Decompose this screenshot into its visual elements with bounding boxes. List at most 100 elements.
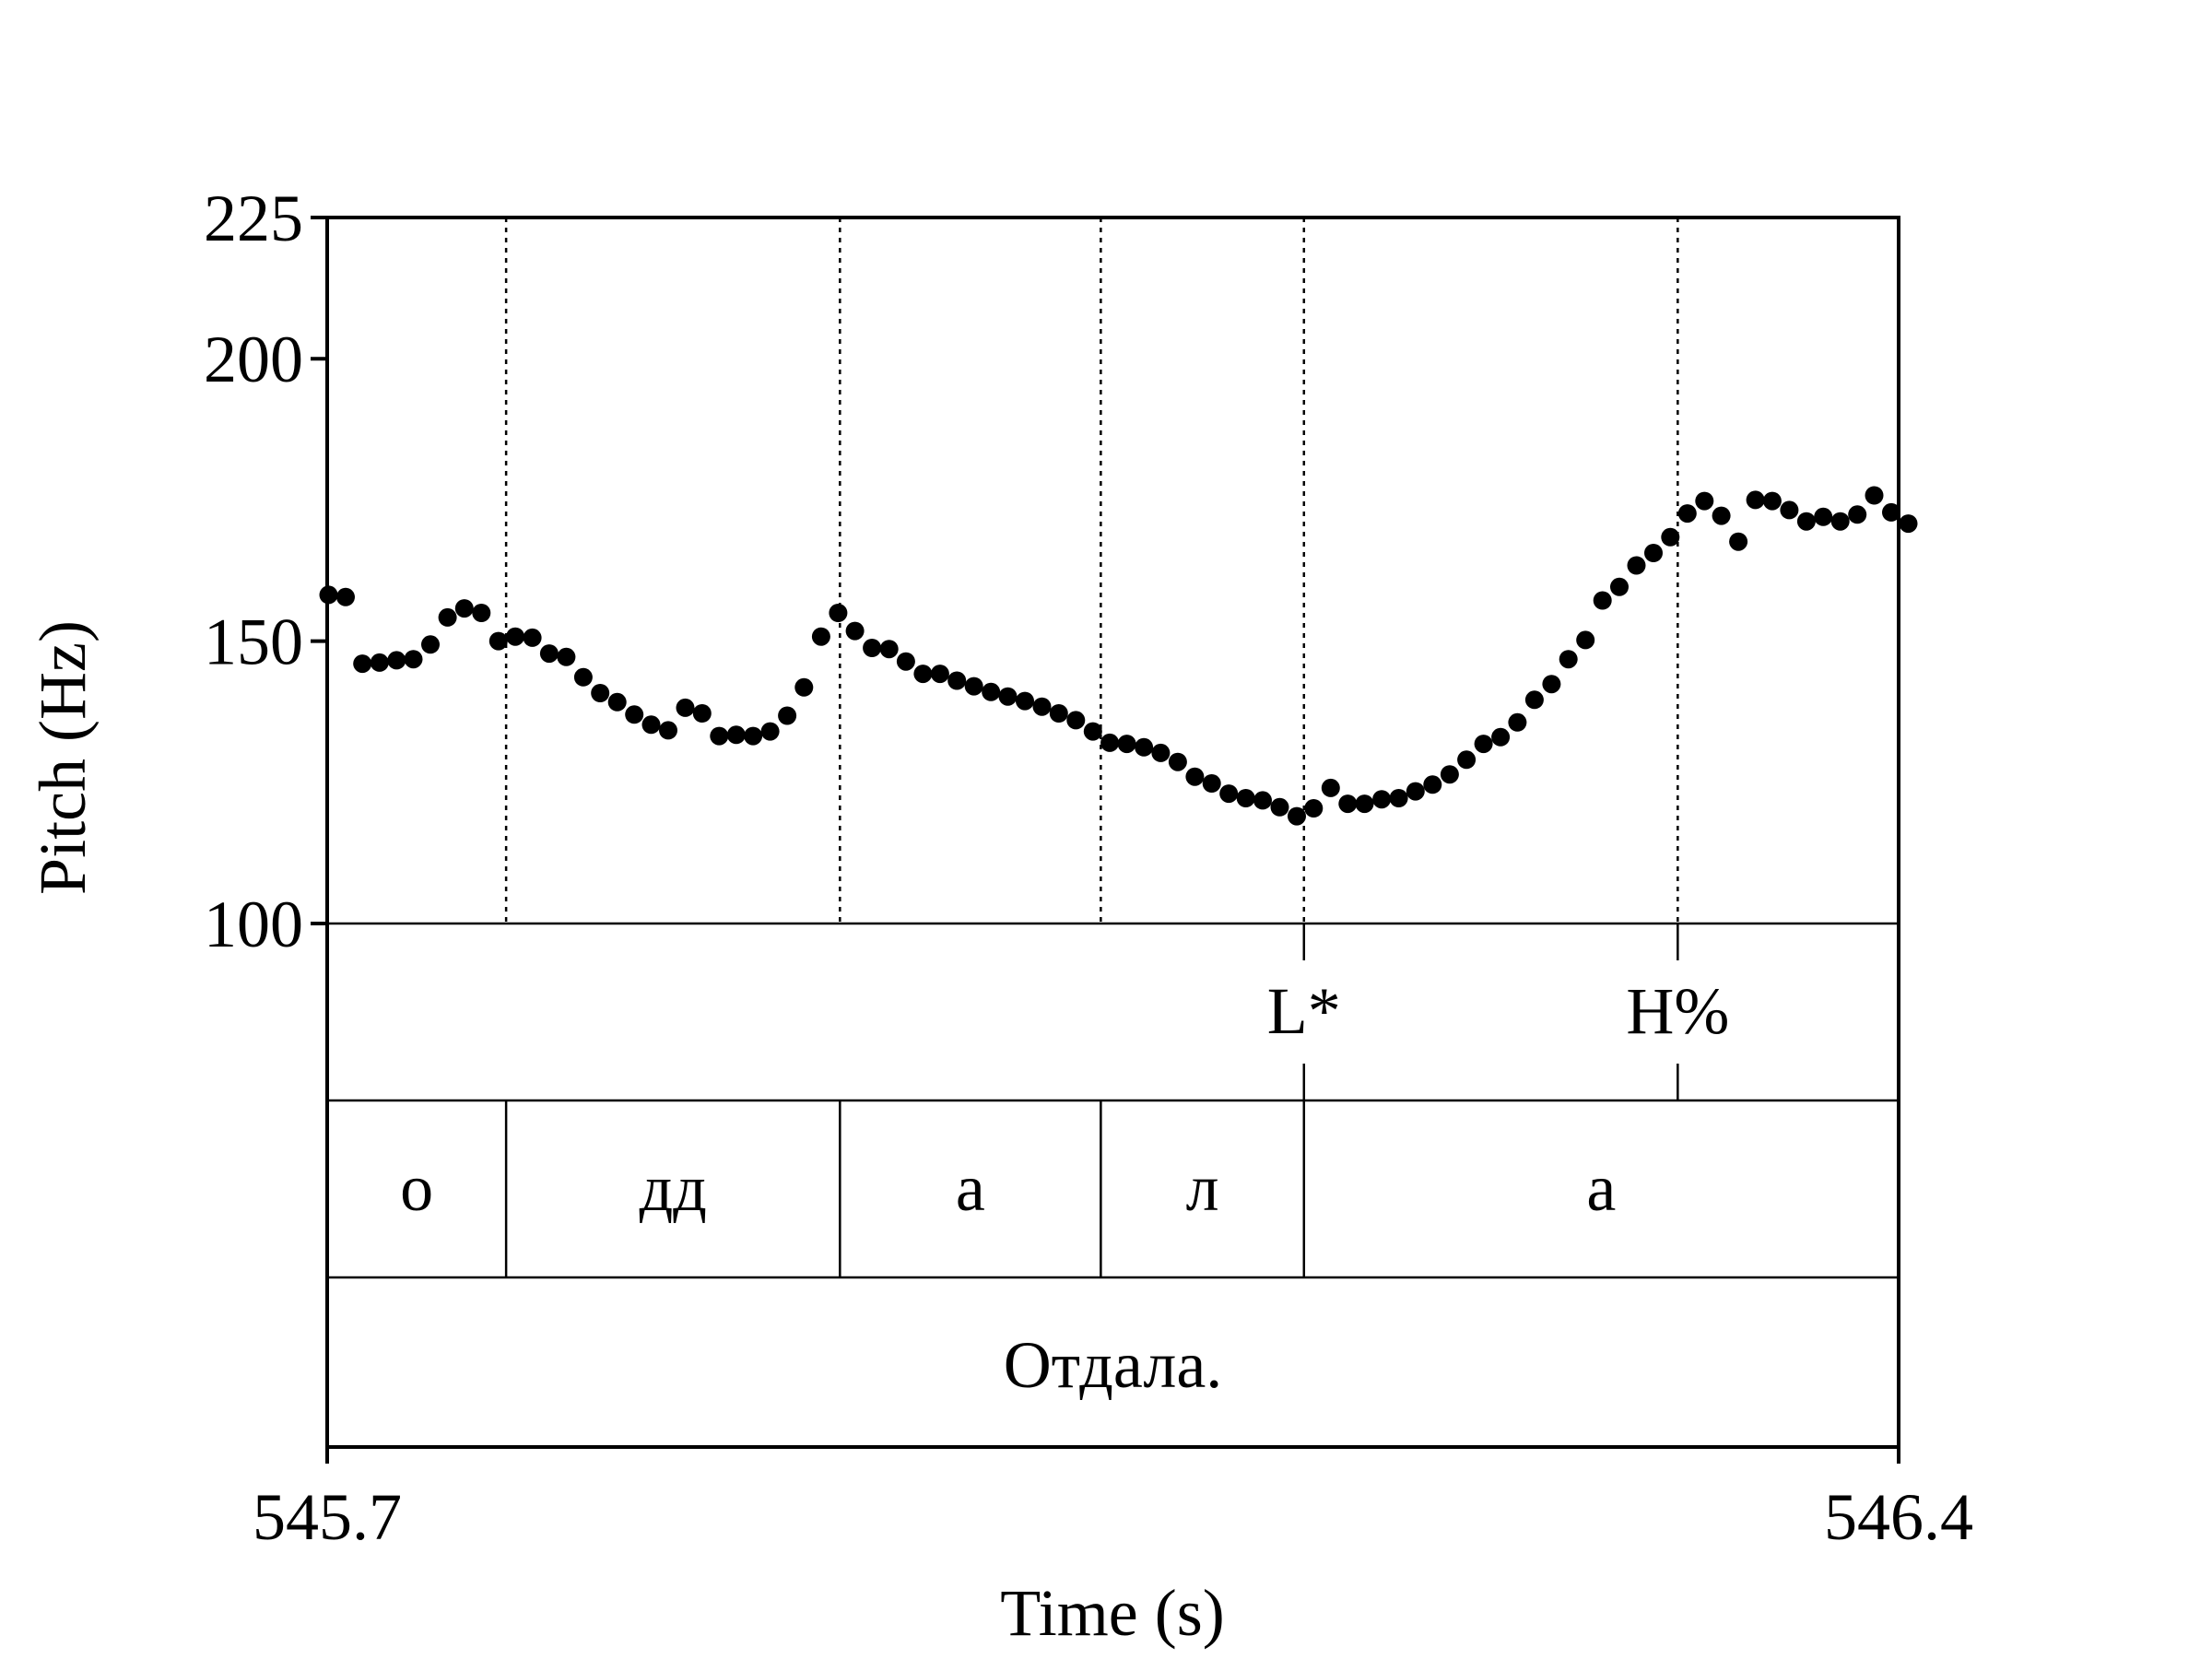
segment-label-0: о bbox=[400, 1151, 433, 1225]
pitch-point-2 bbox=[353, 654, 372, 674]
pitch-point-26 bbox=[760, 722, 780, 741]
pitch-point-85 bbox=[1762, 491, 1782, 511]
y-tick-label-1: 150 bbox=[204, 606, 303, 679]
pitch-point-68 bbox=[1474, 735, 1493, 754]
pitch-point-7 bbox=[438, 607, 457, 627]
boundary-lines bbox=[504, 218, 1679, 1277]
y-tick-label-0: 100 bbox=[204, 888, 303, 961]
pitch-point-90 bbox=[1848, 505, 1867, 524]
pitch-point-57 bbox=[1288, 806, 1306, 826]
axis-ticks: 100 150 200 225 545.7 546.4 bbox=[204, 182, 1973, 1554]
pitch-point-58 bbox=[1304, 799, 1324, 818]
pitch-point-80 bbox=[1677, 504, 1697, 524]
tone-label-0: L* bbox=[1267, 974, 1341, 1048]
pitch-point-93 bbox=[1899, 514, 1918, 534]
x-tick-label-1: 546.4 bbox=[1824, 1480, 1973, 1554]
pitch-point-67 bbox=[1457, 750, 1477, 770]
pitch-point-38 bbox=[964, 677, 983, 696]
pitch-point-5 bbox=[404, 650, 423, 669]
pitch-point-78 bbox=[1644, 544, 1663, 562]
pitch-point-23 bbox=[710, 726, 729, 746]
pitch-point-73 bbox=[1559, 650, 1578, 669]
pitch-points bbox=[319, 486, 1918, 826]
pitch-point-16 bbox=[591, 684, 610, 702]
pitch-point-63 bbox=[1389, 789, 1408, 807]
pitch-point-27 bbox=[778, 706, 797, 725]
pitch-point-44 bbox=[1066, 711, 1086, 730]
tier-dividers bbox=[327, 922, 1899, 1279]
pitch-point-21 bbox=[676, 698, 695, 717]
pitch-point-36 bbox=[930, 665, 949, 684]
pitch-point-72 bbox=[1542, 675, 1561, 694]
pitch-point-64 bbox=[1406, 782, 1425, 801]
pitch-point-0 bbox=[319, 585, 338, 605]
pitch-point-30 bbox=[829, 604, 848, 622]
pitch-point-31 bbox=[845, 621, 865, 641]
pitch-point-33 bbox=[879, 640, 899, 659]
pitch-point-82 bbox=[1712, 506, 1731, 525]
pitch-point-81 bbox=[1695, 491, 1714, 511]
pitch-point-9 bbox=[472, 604, 491, 622]
pitch-point-15 bbox=[573, 667, 593, 687]
tier-labels: L* H% о дд а л а Отдала. bbox=[400, 974, 1729, 1402]
tone-label-1: H% bbox=[1626, 974, 1729, 1048]
segment-label-4: а bbox=[1586, 1151, 1616, 1225]
pitch-point-49 bbox=[1151, 743, 1171, 762]
pitch-point-62 bbox=[1372, 790, 1392, 809]
pitch-point-8 bbox=[454, 599, 474, 618]
pitch-point-45 bbox=[1083, 722, 1102, 741]
pitch-point-18 bbox=[625, 705, 644, 724]
pitch-point-41 bbox=[1016, 691, 1034, 711]
x-tick-label-0: 545.7 bbox=[253, 1480, 402, 1554]
plot-frame bbox=[325, 216, 1900, 1449]
word-label-0: Отдала. bbox=[1004, 1328, 1223, 1402]
pitch-point-51 bbox=[1185, 767, 1205, 786]
pitch-point-20 bbox=[659, 721, 677, 740]
pitch-point-55 bbox=[1253, 791, 1272, 810]
pitch-point-43 bbox=[1049, 704, 1068, 723]
pitch-point-11 bbox=[506, 627, 525, 646]
pitch-point-92 bbox=[1882, 502, 1900, 522]
pitch-point-86 bbox=[1780, 500, 1799, 520]
y-tick-label-3: 225 bbox=[204, 182, 303, 255]
pitch-point-79 bbox=[1661, 527, 1680, 547]
pitch-point-48 bbox=[1135, 737, 1154, 757]
segment-label-3: л bbox=[1186, 1151, 1219, 1225]
pitch-point-32 bbox=[863, 639, 882, 657]
pitch-point-28 bbox=[794, 677, 814, 697]
pitch-point-75 bbox=[1593, 591, 1612, 610]
pitch-point-52 bbox=[1202, 774, 1221, 793]
pitch-point-22 bbox=[692, 704, 712, 723]
pitch-point-35 bbox=[913, 665, 933, 684]
pitch-point-87 bbox=[1796, 512, 1816, 531]
pitch-point-91 bbox=[1865, 486, 1884, 505]
y-tick-label-2: 200 bbox=[204, 323, 303, 396]
pitch-point-10 bbox=[488, 631, 508, 651]
pitch-point-70 bbox=[1508, 712, 1527, 732]
pitch-point-34 bbox=[896, 652, 915, 671]
pitch-point-37 bbox=[947, 671, 967, 690]
pitch-point-42 bbox=[1032, 697, 1052, 716]
pitch-point-89 bbox=[1830, 512, 1850, 531]
pitch-point-77 bbox=[1627, 556, 1646, 575]
pitch-point-25 bbox=[744, 726, 763, 746]
pitch-point-71 bbox=[1524, 690, 1544, 710]
pitch-point-40 bbox=[998, 687, 1018, 706]
pitch-point-74 bbox=[1576, 630, 1595, 650]
pitch-point-53 bbox=[1219, 784, 1239, 804]
pitch-point-14 bbox=[557, 647, 576, 666]
pitch-point-46 bbox=[1100, 733, 1120, 752]
x-axis-title: Time (s) bbox=[1000, 1576, 1224, 1650]
pitch-point-54 bbox=[1236, 789, 1255, 807]
pitch-point-83 bbox=[1729, 532, 1748, 551]
pitch-point-76 bbox=[1610, 577, 1629, 596]
pitch-point-59 bbox=[1321, 778, 1340, 797]
pitch-point-3 bbox=[370, 653, 389, 672]
segment-label-1: дд bbox=[640, 1151, 707, 1225]
pitch-point-66 bbox=[1440, 765, 1459, 784]
pitch-point-39 bbox=[982, 682, 1001, 701]
pitch-point-50 bbox=[1168, 752, 1187, 771]
pitch-point-60 bbox=[1338, 794, 1358, 814]
pitch-point-69 bbox=[1491, 727, 1511, 747]
